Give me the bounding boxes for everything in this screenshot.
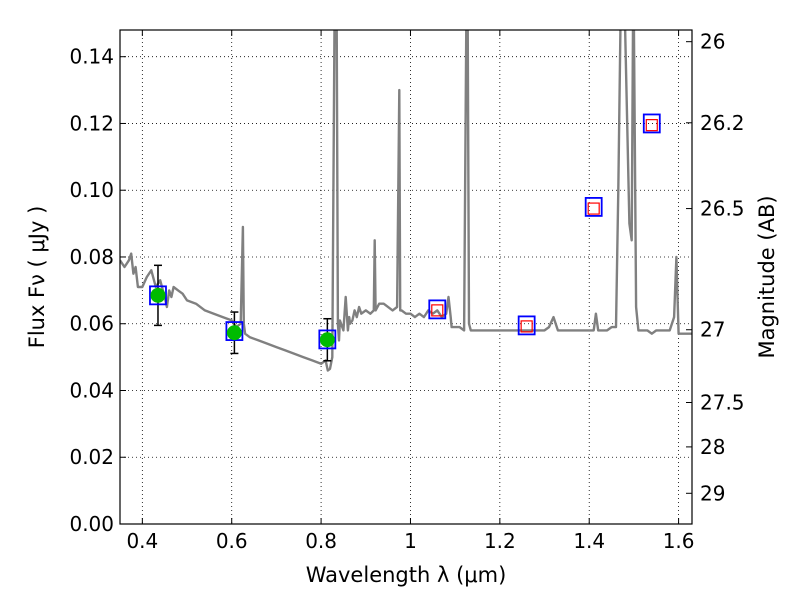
x-tick-label: 1.2 <box>484 529 516 553</box>
observed-point <box>150 287 166 303</box>
model-square <box>642 113 661 134</box>
y-tick-label: 0.02 <box>69 445 114 469</box>
observed-point <box>226 325 242 341</box>
grid-lines <box>120 30 692 525</box>
y-tick-label: 0.04 <box>69 378 114 402</box>
y-tick-label: 0.08 <box>69 245 114 269</box>
right-tick-label: 29 <box>700 481 725 505</box>
model-square <box>318 329 337 350</box>
tick-labels: 0.4 0.6 0.8 1 1.2 1.4 1.6 0.00 0.02 0.04 0.06 0.08 0… <box>69 30 744 553</box>
x-tick-label: 1.6 <box>663 529 695 553</box>
x-tick-label: 1.4 <box>573 529 605 553</box>
model-square <box>428 299 447 320</box>
upper-limit-square <box>587 202 600 215</box>
right-tick-label: 28 <box>700 435 725 459</box>
y-tick-label: 0.10 <box>69 178 114 202</box>
spectrum-line <box>120 30 692 372</box>
upper-limit-square <box>645 119 658 132</box>
x-tick-label: 0.8 <box>305 529 337 553</box>
x-axis-label: Wavelength λ (μm) <box>306 563 507 587</box>
model-square <box>517 315 536 336</box>
right-tick-label: 26.2 <box>700 111 745 135</box>
model-square <box>149 285 167 306</box>
right-tick-label: 27 <box>700 318 725 342</box>
y-axis-label-right: Magnitude (AB) <box>755 195 779 358</box>
series-layer <box>120 30 692 372</box>
tick-marks <box>120 30 692 525</box>
y-tick-label: 0.12 <box>69 111 114 135</box>
x-tick-label: 1 <box>404 529 417 553</box>
y-tick-label: 0.14 <box>69 45 114 69</box>
observed-point <box>319 332 335 348</box>
x-tick-label: 0.4 <box>126 529 158 553</box>
y-tick-label: 0.06 <box>69 312 114 336</box>
right-tick-label: 26.5 <box>700 197 745 221</box>
x-tick-label: 0.6 <box>216 529 248 553</box>
upper-limit-square <box>520 320 533 333</box>
upper-limit-square <box>431 304 444 317</box>
y-tick-label: 0.00 <box>69 512 114 536</box>
plot-frame <box>119 29 693 525</box>
model-square <box>584 197 603 217</box>
right-tick-label: 26 <box>700 30 725 54</box>
y-axis-label-left: Flux Fν ( μJy ) <box>25 206 49 349</box>
right-tick-label: 27.5 <box>700 391 745 415</box>
